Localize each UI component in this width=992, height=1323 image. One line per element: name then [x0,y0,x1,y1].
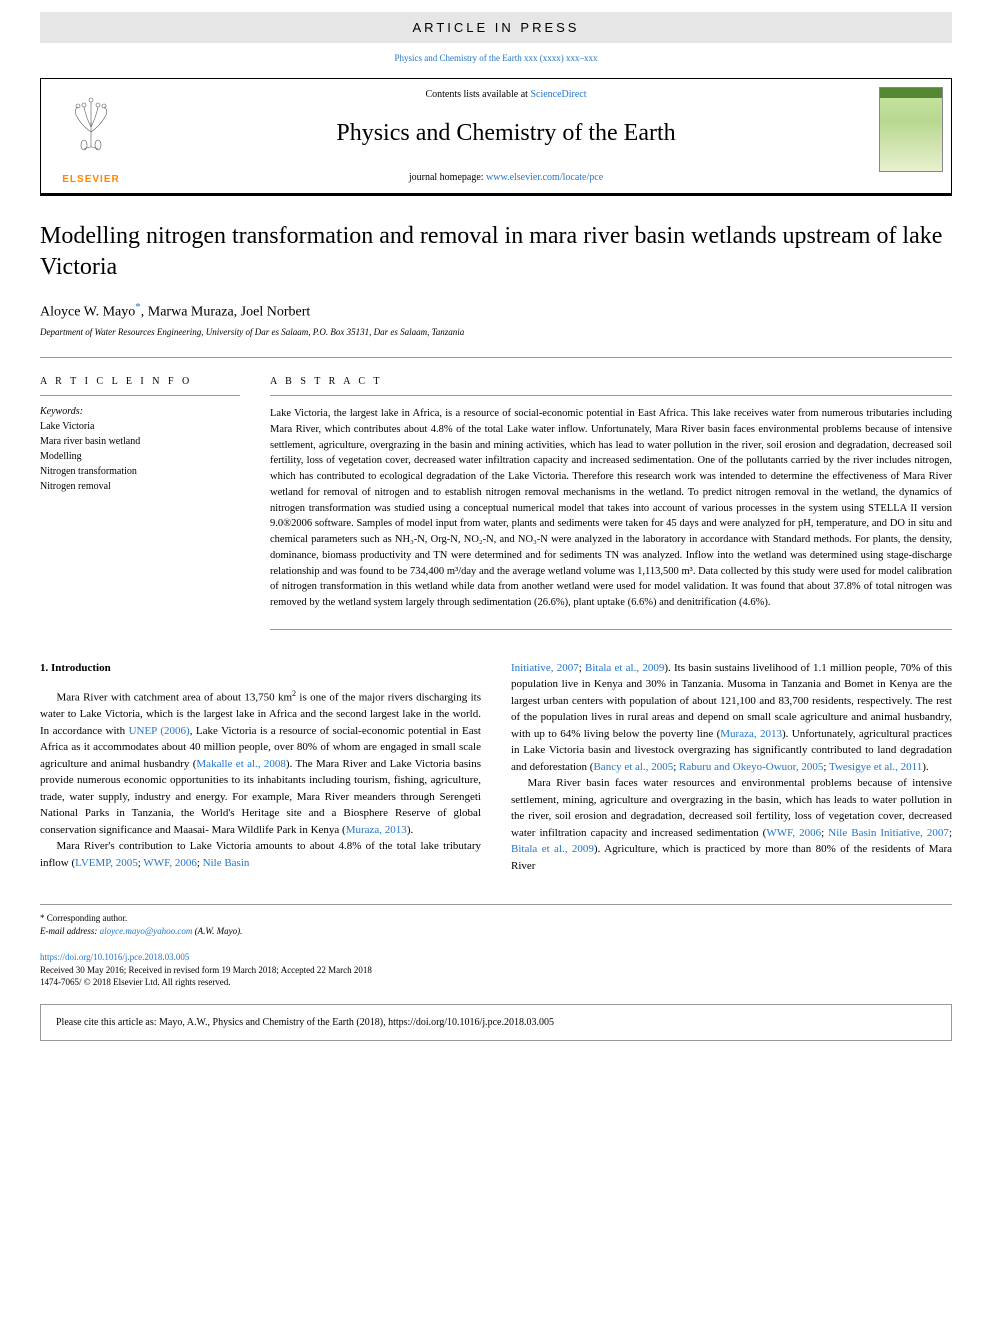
journal-header: ELSEVIER Contents lists available at Sci… [40,78,952,196]
footer-section: * Corresponding author. E-mail address: … [40,904,952,936]
keywords-label: Keywords: [40,406,240,417]
body-col-right: Initiative, 2007; Bitala et al., 2009). … [511,660,952,875]
elsevier-logo: ELSEVIER [41,79,141,193]
intro-p1: Mara River with catchment area of about … [40,688,481,838]
affiliation: Department of Water Resources Engineerin… [40,327,952,337]
corresponding-author-note: * Corresponding author. [40,913,952,923]
keyword-item: Mara river basin wetland [40,434,240,449]
intro-p3: Mara River basin faces water resources a… [511,775,952,874]
article-title: Modelling nitrogen transformation and re… [40,221,952,283]
intro-p2: Mara River's contribution to Lake Victor… [40,838,481,871]
cite-as-box: Please cite this article as: Mayo, A.W.,… [40,1004,952,1041]
cover-thumbnail [871,79,951,193]
ref-link[interactable]: Muraza, 2013 [346,824,407,836]
top-citation: Physics and Chemistry of the Earth xxx (… [0,53,992,63]
article-in-press-banner: ARTICLE IN PRESS [40,12,952,43]
ref-link[interactable]: Twesigye et al., 2011 [829,761,922,773]
ref-link[interactable]: Bitala et al., 2009 [585,662,664,674]
doi-link[interactable]: https://doi.org/10.1016/j.pce.2018.03.00… [40,952,189,962]
ref-link[interactable]: Makalle et al., 2008 [196,758,286,770]
received-line: Received 30 May 2016; Received in revise… [40,965,372,975]
keyword-item: Lake Victoria [40,419,240,434]
ref-link[interactable]: Bitala et al., 2009 [511,843,594,855]
ref-link[interactable]: LVEMP, 2005 [75,857,138,869]
body-columns: 1. Introduction Mara River with catchmen… [40,660,952,875]
keywords-list: Lake Victoria Mara river basin wetland M… [40,419,240,494]
author-primary: Aloyce W. Mayo [40,305,135,320]
ref-link[interactable]: Nile Basin [203,857,250,869]
homepage-line: journal homepage: www.elsevier.com/locat… [151,172,861,183]
elsevier-label: ELSEVIER [62,174,119,185]
ref-link[interactable]: WWF, 2006 [143,857,197,869]
contents-line: Contents lists available at ScienceDirec… [151,89,861,100]
homepage-label: journal homepage: [409,172,486,183]
abstract-col: A B S T R A C T Lake Victoria, the large… [270,376,952,630]
ref-link[interactable]: Muraza, 2013 [720,728,782,740]
keyword-item: Nitrogen transformation [40,464,240,479]
email-suffix: (A.W. Mayo). [192,926,242,936]
cover-image [879,87,943,172]
issn-line: 1474-7065/ © 2018 Elsevier Ltd. All righ… [40,977,231,987]
ref-link[interactable]: Raburu and Okeyo-Owuor, 2005 [679,761,823,773]
section-heading-intro: 1. Introduction [40,660,481,677]
ref-link[interactable]: UNEP (2006) [129,725,190,737]
info-abstract-row: A R T I C L E I N F O Keywords: Lake Vic… [40,357,952,630]
header-center: Contents lists available at ScienceDirec… [141,79,871,193]
keyword-item: Modelling [40,449,240,464]
email-line: E-mail address: aloyce.mayo@yahoo.com (A… [40,926,952,936]
sciencedirect-link[interactable]: ScienceDirect [530,89,586,100]
ref-link[interactable]: WWF, 2006 [766,827,821,839]
abstract-heading: A B S T R A C T [270,376,952,396]
email-link[interactable]: aloyce.mayo@yahoo.com [100,926,193,936]
authors-rest: , Marwa Muraza, Joel Norbert [141,305,311,320]
ref-link[interactable]: Bancy et al., 2005 [593,761,673,773]
top-citation-link[interactable]: Physics and Chemistry of the Earth xxx (… [395,53,598,63]
email-label: E-mail address: [40,926,100,936]
contents-label: Contents lists available at [425,89,530,100]
journal-name: Physics and Chemistry of the Earth [151,120,861,147]
ref-link[interactable]: Nile Basin Initiative, 2007 [828,827,949,839]
homepage-link[interactable]: www.elsevier.com/locate/pce [486,172,603,183]
elsevier-tree-icon [56,87,126,157]
keyword-item: Nitrogen removal [40,479,240,494]
abstract-text: Lake Victoria, the largest lake in Afric… [270,406,952,630]
article-info-col: A R T I C L E I N F O Keywords: Lake Vic… [40,376,240,630]
body-col-left: 1. Introduction Mara River with catchmen… [40,660,481,875]
authors: Aloyce W. Mayo*, Marwa Muraza, Joel Norb… [40,301,952,321]
intro-p2-cont: Initiative, 2007; Bitala et al., 2009). … [511,660,952,776]
article-info-heading: A R T I C L E I N F O [40,376,240,396]
doi-block: https://doi.org/10.1016/j.pce.2018.03.00… [40,951,952,989]
ref-link[interactable]: Initiative, 2007 [511,662,579,674]
